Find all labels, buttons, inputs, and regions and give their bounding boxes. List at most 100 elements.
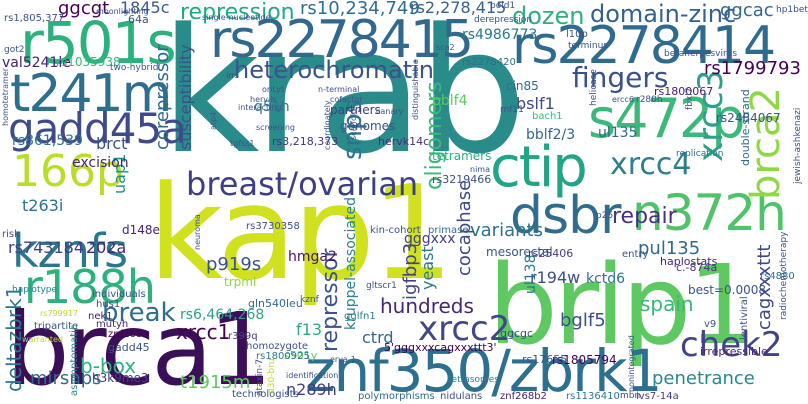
word-genomes: genomes <box>340 119 396 133</box>
word-derepression: derepression <box>474 15 533 25</box>
word-rs17655: rs17655 <box>522 353 568 366</box>
word-betaherpesvirus: betaherpesvirus <box>664 49 738 59</box>
word-d148e: d148e <box>122 223 160 237</box>
word-trpml: trpml <box>224 275 257 289</box>
word-znf350-zbrk1: znf350/zbrk1 <box>305 337 662 404</box>
word-yeast: yeast <box>418 246 437 290</box>
word-bach1: bach1 <box>532 111 563 122</box>
word-irrs: irrs <box>226 71 239 80</box>
word-heterochromatin: heterochromatin <box>234 56 434 84</box>
word-ataxin-7: ataxin-7 <box>255 358 265 396</box>
word-gadd45a: gadd45a <box>8 104 187 153</box>
word-homotetramer: homotetramer <box>1 67 10 126</box>
word-moonlighting: moonlighting <box>96 7 149 16</box>
word-mbn: mbn <box>620 391 641 401</box>
word-64a: 64a <box>128 13 149 26</box>
word-s472p: s472p <box>588 87 745 150</box>
word-ctrd: ctrd <box>362 328 394 347</box>
word-166p: 166p <box>12 146 124 197</box>
word-repression: repression <box>180 0 295 25</box>
word-helicase: helicase <box>589 69 599 106</box>
word-spain: spain <box>640 292 694 316</box>
word-rs1-805-377: rs1,805,377 <box>4 13 65 24</box>
word-neuroma: neuroma <box>193 214 202 250</box>
word-kctd6: kctd6 <box>586 271 626 287</box>
word-n372h: n372h <box>632 184 787 242</box>
word-val5241le: val5241le <box>2 55 71 71</box>
word-interacting: interacting <box>238 103 282 112</box>
word-xrcc1: xrcc1 <box>176 320 231 344</box>
word-chek2: chek2 <box>680 325 783 365</box>
word-tetramers: tetramers <box>432 149 492 163</box>
word-screening: screening <box>256 123 295 132</box>
word-znf268b2: znf268b2 <box>500 391 547 402</box>
word-dozen: dozen <box>512 2 585 30</box>
word-xrcc4: xrcc4 <box>610 147 692 182</box>
word-xrcc2: xrcc2 <box>418 309 511 349</box>
word-warranted: warranted <box>22 335 63 344</box>
word-bglf5: bglf5 <box>560 310 606 331</box>
word-hmga2: hmga2 <box>288 249 337 265</box>
word-rs3-218-373: rs3,218,373 <box>272 135 339 148</box>
word-double-strand: double-strand <box>739 89 752 166</box>
word-n-terminal: n-terminal <box>318 85 360 94</box>
word-primase: primase <box>428 225 469 236</box>
word-rnf11: rnf11 <box>500 105 524 115</box>
word-h3k9me3: h3k9me3 <box>92 371 149 385</box>
word-terminus: terminus <box>568 41 608 51</box>
word-gggxxx: gggxxx <box>404 231 456 247</box>
word-domain-zinc: domain-zinc <box>590 0 737 28</box>
word-excision: excision <box>72 155 129 171</box>
word-hundreds: hundreds <box>380 294 474 318</box>
word-rs1136410: rs1136410 <box>566 391 620 402</box>
word-bslf1: bslf1 <box>516 94 555 113</box>
word-bblf2-3: bblf2/3 <box>526 127 576 143</box>
word-1845c: 1845c <box>120 0 170 17</box>
word-two-hybrid: two-hybrid <box>110 63 159 73</box>
word-rs25406: rs25406 <box>528 247 574 260</box>
word-ggcgt: ggcgt <box>58 0 110 19</box>
word-rs743184: rs743184 <box>8 238 84 257</box>
word-atp4: atp4 <box>209 111 218 130</box>
word-best-0-0008: best=0.0008 <box>688 283 766 297</box>
word-tgfss1: tgfss1 <box>230 139 255 148</box>
word-hervk14c: hervk14c <box>378 135 430 148</box>
word-repair: repair <box>612 204 677 229</box>
word-r399q: r399q <box>228 331 258 342</box>
word-rs1799793: rs1799793 <box>704 58 801 79</box>
word-rs2484067: rs2484067 <box>716 111 781 125</box>
word-distinguishable: distinguishable <box>411 59 420 120</box>
word-canary: canary <box>376 107 404 116</box>
word-kznfs: kznfs <box>12 224 128 278</box>
word-n289h: n289h <box>286 380 337 399</box>
word-gln540leu: gln540leu <box>248 297 303 310</box>
word-t1915m: t1915m <box>180 372 251 393</box>
word-ul135: ul135 <box>598 125 638 141</box>
word-orilyt: oriLyt <box>262 85 284 94</box>
word-r501s: r501s <box>20 9 177 77</box>
word-gadd45: gadd45 <box>108 341 150 354</box>
word-pold1: pold1 <box>490 1 516 11</box>
word-ctip: ctip <box>490 135 588 200</box>
word-got2: got2 <box>4 45 25 55</box>
word-polymorphisms: polymorphisms <box>358 391 435 402</box>
word-breast-ovarian: breast/ovarian <box>186 165 419 203</box>
word-rs861-539: rs861,539 <box>12 133 83 149</box>
word-entry: entry <box>622 249 649 260</box>
word-tetrasomes: tetrasomes <box>448 375 499 385</box>
word-pul135: pul135 <box>638 238 701 259</box>
word-p919s: p919s <box>206 254 262 275</box>
word-fbxl7: fbxl7 <box>685 87 695 110</box>
word-jewish-ashkenazi: jewish-ashkenazi <box>793 107 803 184</box>
word-rs3730358: rs3730358 <box>246 221 300 232</box>
word-f13: f13 <box>296 320 322 339</box>
word-homozygote: homozygote <box>246 341 309 352</box>
word-gltscr1: gltscr1 <box>366 281 397 291</box>
word-partners: partners <box>330 103 381 117</box>
word-sca2: sca2 <box>436 43 455 52</box>
word-brct: brct <box>96 134 128 153</box>
word-r280h: r280h <box>636 95 663 105</box>
word-rs4880: rs4880 <box>760 271 795 282</box>
word-variants: variants <box>470 220 543 241</box>
